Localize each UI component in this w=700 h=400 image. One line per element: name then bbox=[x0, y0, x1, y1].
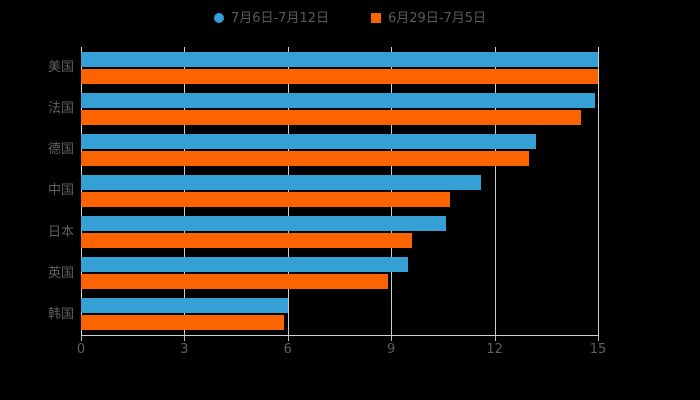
legend-item-series-1[interactable]: 7月6日-7月12日 bbox=[213, 10, 329, 26]
bar-row bbox=[81, 294, 598, 335]
legend-label-series-2: 6月29日-7月5日 bbox=[388, 10, 487, 26]
bar-series-2[interactable] bbox=[81, 150, 530, 166]
bar-series-2[interactable] bbox=[81, 315, 285, 331]
y-axis-category-label: 中国 bbox=[47, 183, 74, 199]
bar-row bbox=[81, 129, 598, 170]
gridline bbox=[184, 47, 186, 335]
tick-mark bbox=[184, 336, 186, 341]
legend-label-series-1: 7月6日-7月12日 bbox=[230, 10, 329, 26]
bar-series-1[interactable] bbox=[81, 298, 288, 314]
bar-series-2[interactable] bbox=[81, 109, 581, 125]
bar-row bbox=[81, 253, 598, 294]
bar-series-1[interactable] bbox=[81, 92, 595, 108]
bar-series-1[interactable] bbox=[81, 133, 536, 149]
chart-legend: 7月6日-7月12日 6月29日-7月5日 bbox=[0, 7, 700, 29]
legend-marker-square-icon bbox=[371, 13, 381, 23]
legend-item-series-2[interactable]: 6月29日-7月5日 bbox=[371, 12, 486, 25]
bar-row bbox=[81, 170, 598, 211]
gridline bbox=[391, 47, 393, 335]
x-axis-tick-label: 3 bbox=[180, 342, 189, 357]
bar-series-1[interactable] bbox=[81, 257, 409, 273]
x-axis-tick-label: 9 bbox=[387, 342, 396, 357]
x-axis-tick-label: 0 bbox=[76, 342, 86, 357]
bar-rows bbox=[81, 47, 598, 335]
y-axis-category-labels: 美国法国德国中国日本英国韩国 bbox=[0, 47, 74, 335]
x-axis-tick-labels: 0 3 6 9 12 15 bbox=[0, 342, 700, 362]
x-axis-tick-label: 12 bbox=[486, 342, 503, 357]
x-axis-tick-label: 6 bbox=[283, 342, 292, 357]
y-axis-category-label: 德国 bbox=[47, 142, 74, 158]
y-axis-category-label: 美国 bbox=[47, 60, 74, 75]
bar-series-2[interactable] bbox=[81, 233, 412, 249]
tick-mark bbox=[494, 336, 496, 341]
bar-series-2[interactable] bbox=[81, 274, 388, 290]
y-axis-category-label: 日本 bbox=[47, 224, 74, 240]
x-axis-line bbox=[81, 335, 599, 336]
y-axis-category-label: 英国 bbox=[47, 265, 74, 281]
gridline bbox=[598, 47, 599, 335]
gridline bbox=[287, 47, 289, 335]
tick-mark bbox=[81, 336, 82, 341]
bar-row bbox=[81, 47, 598, 88]
bar-series-1[interactable] bbox=[81, 174, 481, 190]
bar-row bbox=[81, 88, 598, 129]
bar-series-1[interactable] bbox=[81, 216, 447, 232]
bar-series-2[interactable] bbox=[81, 191, 450, 207]
y-axis-category-label: 韩国 bbox=[47, 306, 74, 322]
bar-series-1[interactable] bbox=[81, 51, 598, 67]
tick-mark bbox=[287, 336, 289, 341]
y-axis-category-label: 法国 bbox=[47, 101, 74, 117]
x-axis-tick-label: 15 bbox=[589, 342, 607, 357]
legend-marker-circle-icon bbox=[213, 13, 224, 23]
tick-mark bbox=[598, 336, 599, 341]
plot-area bbox=[81, 47, 599, 335]
bar-series-2[interactable] bbox=[81, 68, 598, 84]
bar-row bbox=[81, 212, 598, 253]
gridline bbox=[494, 47, 496, 335]
gridline bbox=[81, 47, 82, 335]
tick-mark bbox=[391, 336, 393, 341]
